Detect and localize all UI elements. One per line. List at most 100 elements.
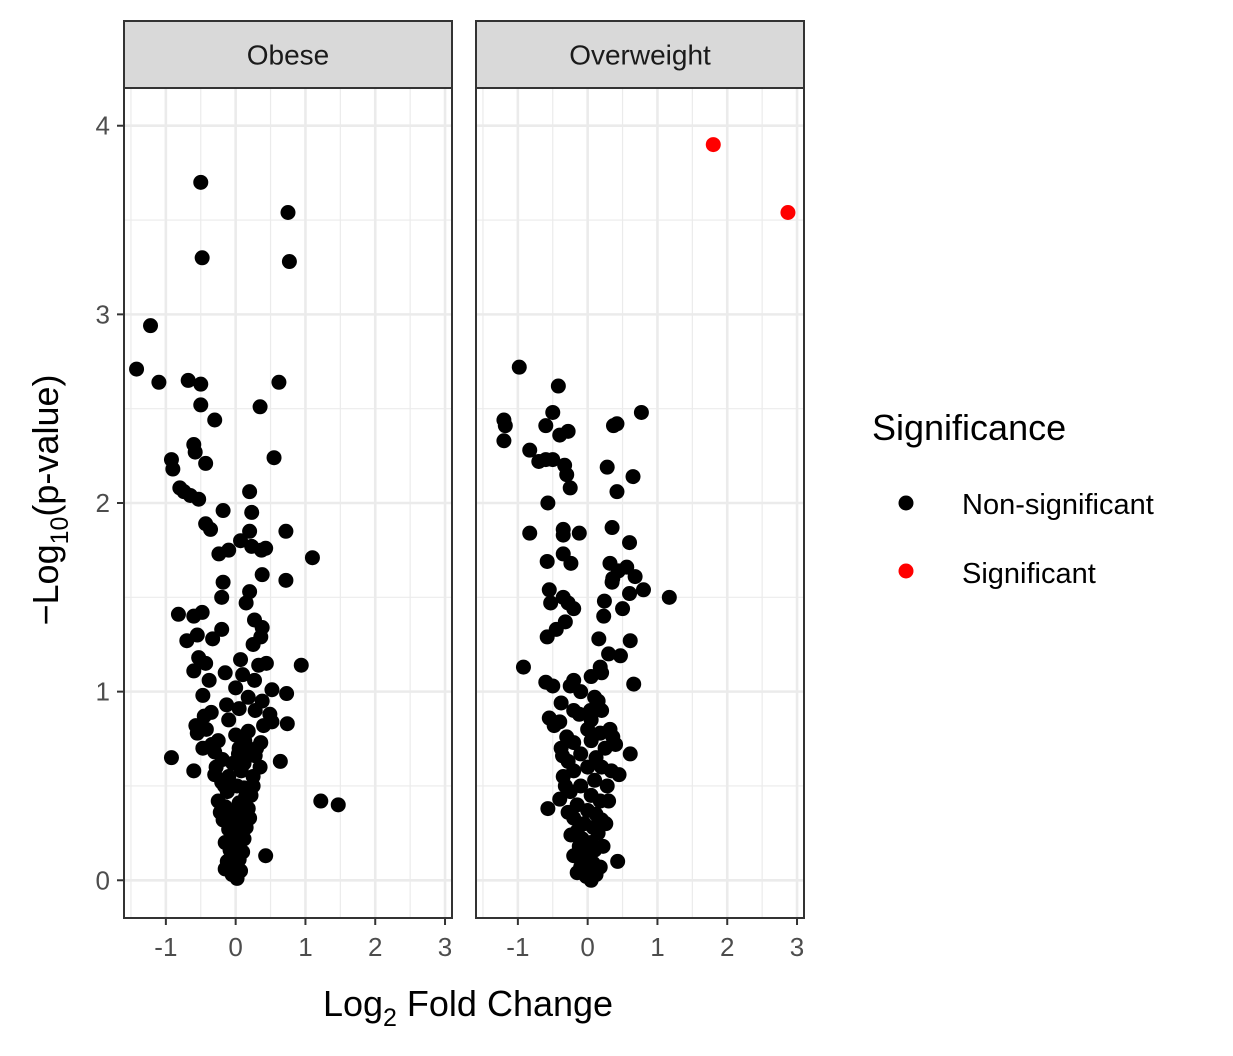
point-non-significant <box>531 454 547 469</box>
point-non-significant <box>281 254 297 270</box>
panel-obese: Obese <box>123 20 453 919</box>
strip-obese <box>123 20 453 89</box>
point-non-significant <box>599 459 615 475</box>
point-non-significant <box>223 823 239 839</box>
point-non-significant <box>511 359 527 375</box>
legend-label-non-significant: Non-significant <box>962 489 1154 521</box>
y-tick-label: 1 <box>96 677 110 707</box>
point-non-significant <box>601 793 617 809</box>
point-non-significant <box>330 797 346 813</box>
y-axis: 0 1 2 3 4 <box>96 111 124 895</box>
point-non-significant <box>191 491 207 507</box>
point-non-significant <box>229 870 245 886</box>
point-non-significant <box>552 427 568 443</box>
point-non-significant <box>237 789 253 805</box>
point-non-significant <box>582 703 598 718</box>
point-non-significant <box>195 687 211 703</box>
point-non-significant <box>151 374 167 390</box>
x-tick-label: 2 <box>720 932 734 962</box>
point-non-significant <box>627 569 643 585</box>
point-non-significant <box>583 669 599 685</box>
point-non-significant <box>559 467 575 483</box>
legend-label-significant: Significant <box>962 558 1096 590</box>
point-non-significant <box>592 859 608 875</box>
point-non-significant <box>194 250 210 266</box>
point-non-significant <box>622 633 638 649</box>
point-non-significant <box>550 378 566 394</box>
point-non-significant <box>552 791 568 807</box>
point-significant <box>705 137 721 153</box>
major-grid <box>476 88 804 918</box>
point-non-significant <box>604 574 620 590</box>
point-non-significant <box>539 553 555 569</box>
point-non-significant <box>596 593 612 609</box>
point-non-significant <box>201 672 217 688</box>
y-tick-label: 0 <box>96 865 110 895</box>
point-non-significant <box>215 503 231 519</box>
point-non-significant <box>622 746 638 762</box>
point-non-significant <box>129 361 145 377</box>
point-non-significant <box>540 495 556 511</box>
x-axes: -1 0 1 2 3 -1 0 1 2 3 <box>154 918 804 962</box>
point-non-significant <box>522 525 538 541</box>
point-non-significant <box>180 372 196 388</box>
point-non-significant <box>216 778 232 794</box>
point-non-significant <box>231 701 247 717</box>
point-non-significant <box>622 586 638 602</box>
point-non-significant <box>569 865 585 881</box>
point-non-significant <box>583 872 599 888</box>
point-non-significant <box>555 527 571 543</box>
point-non-significant <box>280 205 296 220</box>
point-non-significant <box>272 753 288 769</box>
point-non-significant <box>563 555 579 571</box>
point-non-significant <box>247 703 263 718</box>
point-non-significant <box>539 629 555 645</box>
point-non-significant <box>566 848 582 864</box>
point-non-significant <box>271 374 287 390</box>
y-tick-label: 2 <box>96 488 110 518</box>
point-non-significant <box>278 572 294 588</box>
strip-overweight <box>475 20 805 89</box>
point-non-significant <box>279 716 295 732</box>
point-non-significant <box>553 695 569 711</box>
point-non-significant <box>186 663 202 679</box>
point-non-significant <box>245 636 261 652</box>
point-non-significant <box>580 759 596 775</box>
point-non-significant <box>635 582 651 598</box>
point-non-significant <box>563 827 579 843</box>
point-non-significant <box>226 850 242 866</box>
x-axis-overweight: -1 0 1 2 3 <box>506 918 804 962</box>
x-axis-title: Log2 Fold Change <box>323 983 613 1032</box>
legend-key-significant <box>898 563 914 579</box>
point-non-significant <box>212 804 228 820</box>
point-non-significant <box>235 667 251 683</box>
panel-border-overweight <box>475 87 805 919</box>
point-non-significant <box>496 433 512 449</box>
point-non-significant <box>163 750 179 766</box>
point-non-significant <box>622 535 638 551</box>
point-non-significant <box>598 816 614 832</box>
point-non-significant <box>233 763 249 779</box>
point-non-significant <box>247 672 263 688</box>
point-non-significant <box>609 484 625 500</box>
x-tick-label: 1 <box>650 932 664 962</box>
point-non-significant <box>571 525 587 541</box>
point-non-significant <box>242 584 258 600</box>
point-non-significant <box>228 680 244 696</box>
point-non-significant <box>580 721 596 737</box>
point-non-significant <box>198 455 214 471</box>
point-non-significant <box>610 853 626 869</box>
point-non-significant <box>266 450 282 466</box>
point-non-significant <box>198 721 214 737</box>
facet-panels: Obese Overweight <box>123 20 805 919</box>
y-tick-label: 3 <box>96 299 110 329</box>
point-non-significant <box>187 444 203 460</box>
point-non-significant <box>562 480 578 496</box>
point-non-significant <box>193 174 209 190</box>
point-non-significant <box>208 759 224 775</box>
point-non-significant <box>304 550 320 566</box>
point-non-significant <box>560 804 576 820</box>
point-non-significant <box>242 810 258 826</box>
point-non-significant <box>543 595 559 611</box>
